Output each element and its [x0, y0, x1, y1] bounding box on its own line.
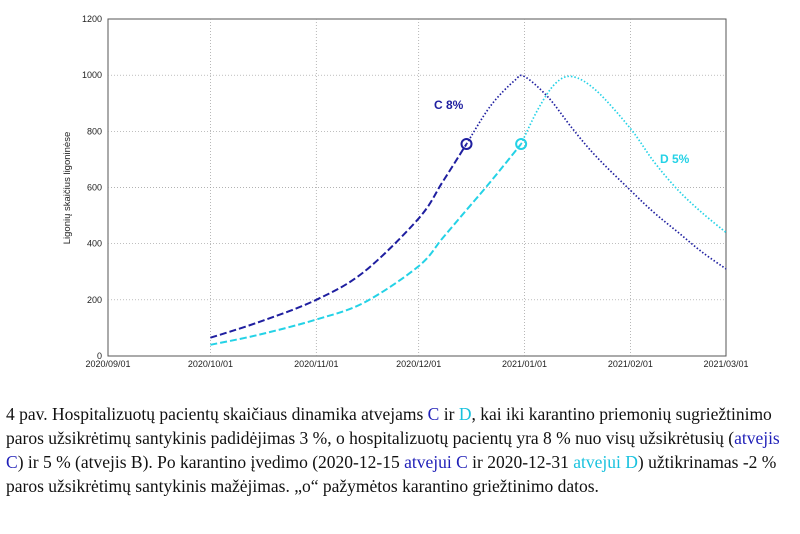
y-tick-label: 0 — [97, 351, 102, 361]
caption-text: ) užtikrinamas -2 % paros užsikrėtimų sa… — [6, 452, 777, 496]
grid — [108, 19, 726, 356]
caption-case-d: atvejui D — [573, 452, 638, 472]
caption-case-c: C — [427, 404, 440, 424]
series-line-d-before — [210, 143, 522, 346]
caption-text: 4 pav. Hospitalizuotų pacientų skaičiaus… — [6, 404, 428, 424]
caption-text: ir — [439, 404, 459, 424]
quarantine-marker-d — [515, 137, 528, 150]
caption-case-d: D — [458, 404, 472, 424]
line-chart: 0 200 400 600 800 1000 1200 2020/09/01 2020/10/… — [62, 14, 749, 369]
y-tick-label: 800 — [87, 126, 102, 136]
x-tick-label: 2021/02/01 — [608, 359, 653, 369]
y-tick-label: 200 — [87, 295, 102, 305]
series-label-d: D 5% — [660, 152, 690, 166]
x-tick-label: 2021/01/01 — [502, 359, 547, 369]
y-ticks: 0 200 400 600 800 1000 1200 — [82, 14, 102, 361]
caption-text: ir 2020-12-31 — [467, 452, 574, 472]
series-label-c: C 8% — [434, 98, 464, 112]
caption-case-c: atvejui C — [404, 452, 468, 472]
series-line-d-after — [520, 75, 727, 234]
y-tick-label: 600 — [87, 183, 102, 193]
quarantine-marker-c — [460, 137, 473, 150]
y-tick-label: 1200 — [82, 14, 102, 24]
caption-text: ) ir 5 % (atvejis B). Po karantino įvedi… — [17, 452, 405, 472]
x-tick-label: 2021/03/01 — [703, 359, 748, 369]
x-tick-label: 2020/12/01 — [396, 359, 441, 369]
series-line-c-after — [465, 74, 727, 270]
series-line-c-before — [210, 143, 468, 339]
figure-caption: 4 pav. Hospitalizuotų pacientų skaičiaus… — [6, 402, 786, 498]
x-ticks: 2020/09/01 2020/10/01 2020/11/01 2020/12/01… — [85, 359, 748, 369]
x-tick-label: 2020/11/01 — [294, 359, 338, 369]
x-tick-label: 2020/09/01 — [85, 359, 130, 369]
y-axis-label: Ligonių skaičius ligoninėse — [62, 132, 73, 245]
x-tick-label: 2020/10/01 — [188, 359, 233, 369]
caption-case-c: atvejis C — [6, 428, 780, 472]
y-tick-label: 400 — [87, 239, 102, 249]
y-tick-label: 1000 — [82, 70, 102, 80]
caption-text: , kai iki karantino priemonių sugriežtin… — [6, 404, 772, 448]
series-layer — [210, 74, 727, 346]
